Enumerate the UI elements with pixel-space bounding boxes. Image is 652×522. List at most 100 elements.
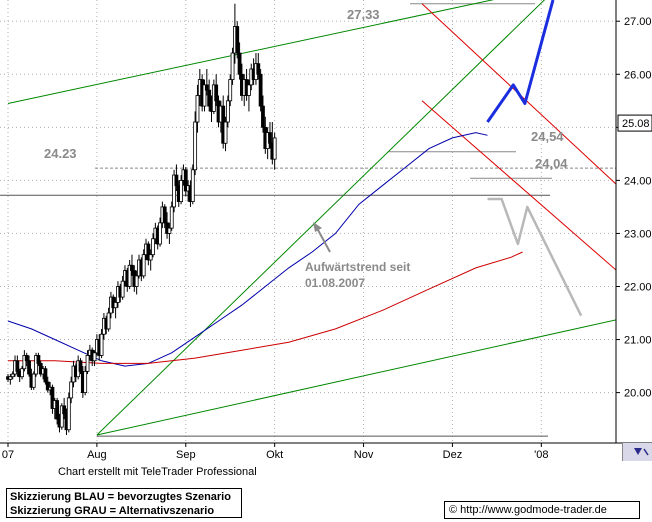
legend-grey-scenario: Skizzierung GRAU = Alternativszenario [10,505,215,517]
x-tick-label: Dez [443,449,463,461]
current-price-marker: 25.08 [617,114,652,132]
candle-body [85,355,90,372]
candle [179,175,183,205]
candle-body [78,360,83,372]
candle [127,259,132,290]
candle-body [34,355,38,375]
candle-body [230,52,235,80]
y-tick-label: 23.00 [624,228,652,240]
trend-line [96,319,616,436]
x-tick-label: Sep [176,449,196,461]
scenario-legend: Skizzierung BLAU = bevorzugtes Szenario … [6,488,242,518]
candle-body [272,137,277,160]
candle [195,84,200,133]
candle [22,350,27,372]
candle-body [261,105,265,128]
candle-body [256,63,261,75]
y-axis: 20.0021.0022.0023.0024.0025.0026.0027.00… [616,16,652,400]
candle [99,328,104,359]
candle-body [162,206,167,224]
candle-body [225,100,230,123]
candle [8,374,13,385]
candle-body [24,355,29,362]
chart-menu-button[interactable] [622,443,652,461]
current-price-label: 25.08 [622,118,650,130]
candle-body [190,169,195,203]
level-label: 27,33 [347,7,380,22]
candle-body [22,355,27,370]
candle-body [195,95,200,123]
candle [207,79,212,112]
candle-body [127,264,132,287]
candle [183,167,188,197]
candle [24,352,29,367]
candle-body [99,333,104,356]
trend-line [421,3,616,185]
candle-body [92,352,97,362]
candle-body [148,254,153,261]
candle-body [235,26,240,54]
chart-menu-icon [634,448,649,456]
candle-body [50,386,55,409]
candle [15,355,20,377]
candle-body [237,52,242,75]
candle [230,47,235,85]
source-link[interactable]: © http://www.godmode-trader.de [444,501,640,519]
candle-body [268,132,272,144]
y-tick-label: 22.00 [624,281,652,293]
y-tick-label: 24.00 [624,175,652,187]
candle [83,366,88,396]
candle-body [20,368,24,378]
candle-body [8,376,13,380]
y-tick-label: 27.00 [624,16,652,28]
candle [247,79,251,112]
candle [223,116,228,152]
candle [50,384,55,414]
annotation-arrowhead [313,222,322,232]
candle [134,270,139,295]
candle-body [55,400,60,420]
x-tick-label: 07 [2,449,14,461]
candle [106,307,111,332]
y-tick-label: 20.00 [624,388,652,400]
annotation-line-1: Aufwärtstrend seit [305,260,410,274]
candle [31,371,36,390]
candle [235,21,240,59]
candle [62,397,67,420]
candle-body [174,174,179,187]
candle-body [106,312,111,330]
x-tick-label: Nov [354,449,374,461]
candle-body [66,397,71,431]
scenario-line-grau [487,197,583,317]
candle-body [146,243,151,261]
candle-body [134,275,139,287]
candle-body [179,179,183,203]
trend-line [421,100,616,271]
y-tick-label: 21.00 [624,335,652,347]
candle [66,392,71,433]
candle [151,233,155,258]
y-tick-label: 26.00 [624,69,652,81]
candle-body [172,174,176,208]
candle [228,74,233,107]
candle [169,201,174,231]
candle [130,254,134,276]
candle [167,222,172,245]
candle [45,376,50,393]
candle-body [36,355,41,364]
candle-body [151,238,155,256]
candle-body [31,373,36,388]
candle [237,42,242,80]
candle [193,111,198,176]
x-tick-label: Aug [87,449,107,461]
candle-body [113,302,118,309]
trend-line [7,0,495,104]
grid [0,0,616,443]
chart-credit: Chart erstellt mit TeleTrader Profession… [58,466,257,478]
candle [85,350,90,375]
candle-body [69,381,74,399]
candle [55,397,60,425]
candle [202,79,207,112]
x-axis: 07 Aug Sep Okt Nov Dez '08 [2,443,548,461]
